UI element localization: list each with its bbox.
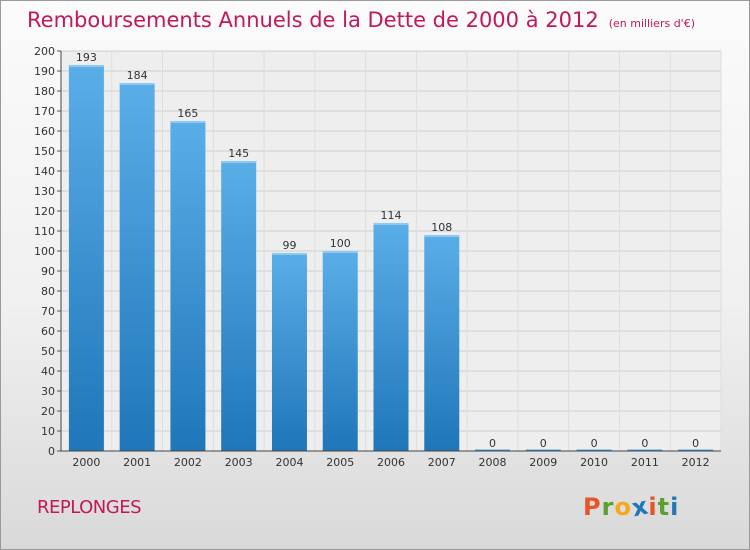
y-tick-label: 140 xyxy=(34,165,55,178)
y-tick-label: 100 xyxy=(34,245,55,258)
bar-2005 xyxy=(322,251,358,451)
y-tick-label: 50 xyxy=(41,345,55,358)
data-label: 184 xyxy=(127,69,148,82)
y-tick-label: 170 xyxy=(34,105,55,118)
bar-highlight xyxy=(424,235,460,237)
bar-2000 xyxy=(68,65,104,451)
y-tick-label: 130 xyxy=(34,185,55,198)
y-tick-label: 80 xyxy=(41,285,55,298)
data-label: 0 xyxy=(641,437,648,450)
y-tick-label: 30 xyxy=(41,385,55,398)
bar-highlight xyxy=(119,83,155,85)
bar-2002 xyxy=(170,121,206,451)
y-tick-label: 180 xyxy=(34,85,55,98)
x-tick-label: 2002 xyxy=(174,456,202,469)
data-label: 100 xyxy=(330,237,351,250)
y-tick-label: 160 xyxy=(34,125,55,138)
bar-2008 xyxy=(475,449,511,451)
bar-2006 xyxy=(373,223,409,451)
y-tick-label: 190 xyxy=(34,65,55,78)
bar-2012 xyxy=(678,449,714,451)
logo-letter: P xyxy=(583,493,602,521)
data-label: 0 xyxy=(692,437,699,450)
data-label: 0 xyxy=(489,437,496,450)
y-tick-label: 40 xyxy=(41,365,55,378)
bar-2001 xyxy=(119,83,155,451)
chart-title: Remboursements Annuels de la Dette de 20… xyxy=(27,8,695,32)
bar-highlight xyxy=(68,65,104,67)
data-label: 108 xyxy=(431,221,452,234)
bar-highlight xyxy=(271,253,307,255)
x-tick-label: 2008 xyxy=(479,456,507,469)
data-label: 99 xyxy=(282,239,296,252)
data-label: 114 xyxy=(381,209,402,222)
bar-highlight xyxy=(170,121,206,123)
x-tick-label: 2001 xyxy=(123,456,151,469)
x-tick-label: 2003 xyxy=(225,456,253,469)
bar-highlight xyxy=(373,223,409,225)
bar-2007 xyxy=(424,235,460,451)
x-tick-label: 2011 xyxy=(631,456,659,469)
x-tick-label: 2007 xyxy=(428,456,456,469)
data-label: 0 xyxy=(591,437,598,450)
commune-name: REPLONGES xyxy=(37,497,142,518)
y-tick-label: 0 xyxy=(48,445,55,458)
bar-2003 xyxy=(221,161,257,451)
x-tick-label: 2012 xyxy=(682,456,710,469)
y-tick-label: 90 xyxy=(41,265,55,278)
x-tick-label: 2005 xyxy=(326,456,354,469)
logo-letter: o xyxy=(614,493,632,521)
y-tick-label: 20 xyxy=(41,405,55,418)
y-tick-label: 150 xyxy=(34,145,55,158)
y-tick-label: 60 xyxy=(41,325,55,338)
logo-letter: r xyxy=(601,493,615,521)
x-tick-label: 2006 xyxy=(377,456,405,469)
logo-letter: i xyxy=(670,493,680,521)
data-label: 193 xyxy=(76,51,97,64)
logo-letter: t xyxy=(657,493,671,521)
y-tick-label: 200 xyxy=(34,45,55,58)
data-label: 0 xyxy=(540,437,547,450)
data-label: 165 xyxy=(177,107,198,120)
bar-2009 xyxy=(525,449,561,451)
chart-title-main: Remboursements Annuels de la Dette de 20… xyxy=(27,8,599,32)
y-tick-label: 110 xyxy=(34,225,55,238)
bar-2004 xyxy=(271,253,307,451)
x-tick-label: 2000 xyxy=(72,456,100,469)
bar-highlight xyxy=(322,251,358,253)
x-tick-label: 2009 xyxy=(529,456,557,469)
proxiti-logo: Proxiti xyxy=(583,492,680,523)
chart-title-unit: (en milliers d'€) xyxy=(608,17,695,30)
logo-letter: i xyxy=(648,493,658,521)
bar-highlight xyxy=(221,161,257,163)
y-tick-label: 70 xyxy=(41,305,55,318)
x-tick-label: 2004 xyxy=(275,456,303,469)
x-tick-label: 2010 xyxy=(580,456,608,469)
bar-2010 xyxy=(576,449,612,451)
bar-2011 xyxy=(627,449,663,451)
y-tick-label: 10 xyxy=(41,425,55,438)
y-tick-label: 120 xyxy=(34,205,55,218)
data-label: 145 xyxy=(228,147,249,160)
